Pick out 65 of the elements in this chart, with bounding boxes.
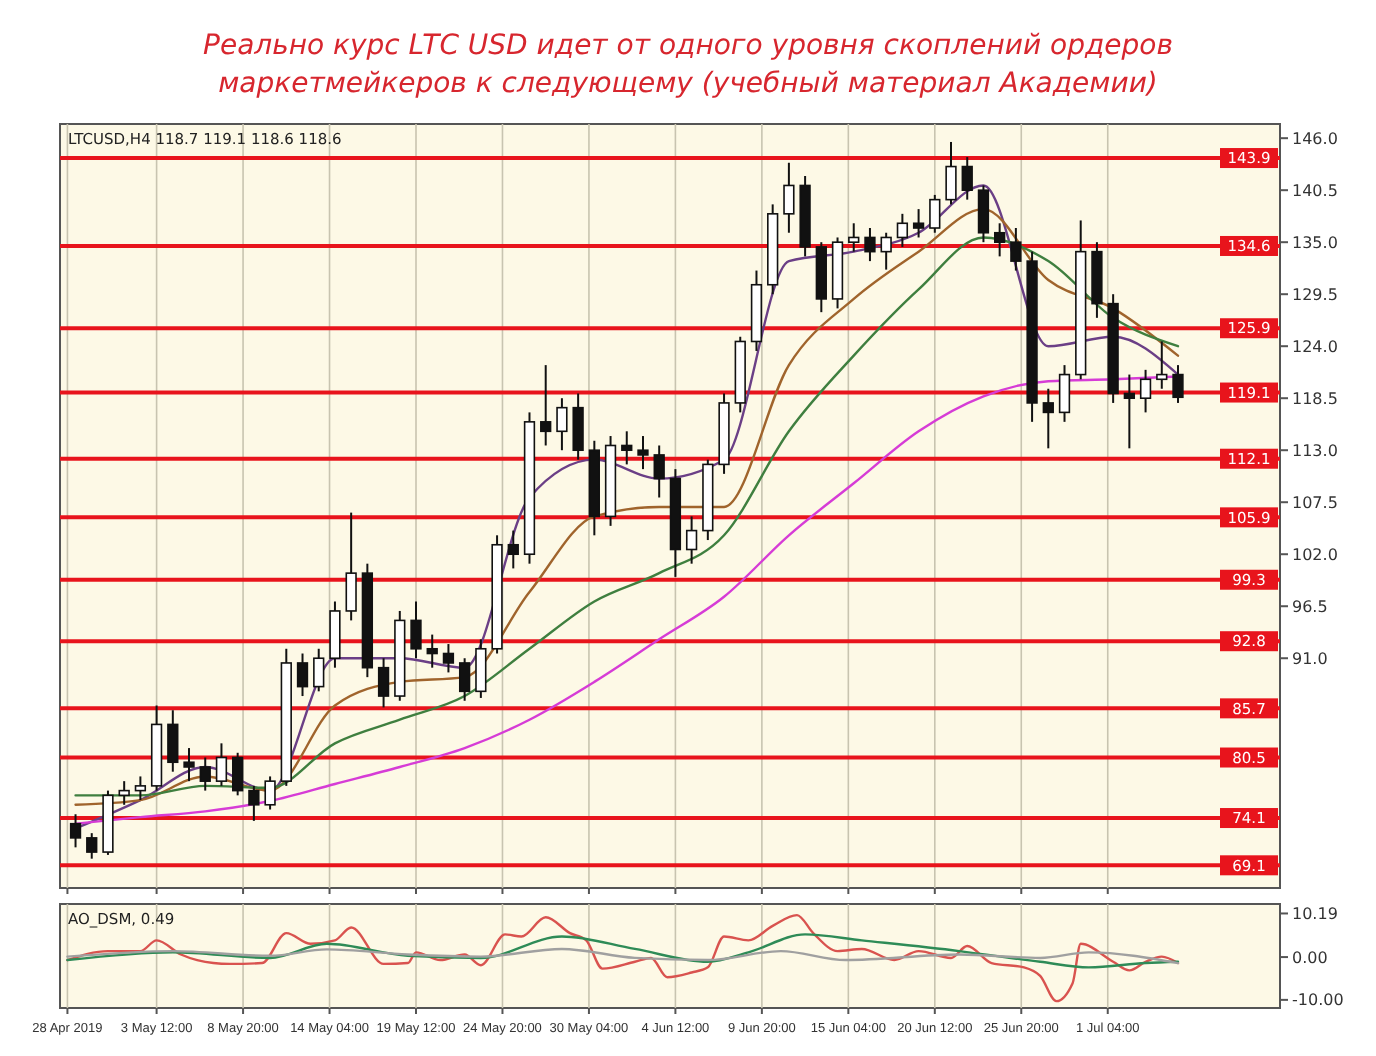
candlestick	[1172, 364, 1184, 404]
candlestick	[961, 156, 973, 201]
candlestick	[1139, 368, 1152, 414]
candlestick	[313, 647, 325, 693]
y-tick-label: 118.5	[1292, 389, 1338, 408]
candlestick	[134, 775, 147, 802]
y-tick-label: -10.00	[1292, 991, 1344, 1010]
y-tick-label: 107.5	[1292, 493, 1338, 512]
y-tick-label: 0.00	[1292, 948, 1328, 967]
candlestick	[86, 832, 98, 860]
candlestick	[783, 161, 795, 234]
candlestick	[929, 193, 941, 234]
y-tick-label: 102.0	[1292, 545, 1338, 564]
candlestick	[993, 222, 1006, 258]
candlestick	[345, 511, 357, 622]
candlestick	[864, 227, 876, 263]
y-tick-label: 146.0	[1292, 129, 1338, 148]
candlestick	[685, 515, 698, 565]
candlestick	[540, 364, 552, 447]
y-tick-label: 124.0	[1292, 337, 1338, 356]
candlestick	[215, 742, 228, 787]
candlestick	[1042, 387, 1054, 450]
y-tick-label: 96.5	[1292, 597, 1328, 616]
candlestick	[183, 747, 195, 783]
candlestick	[1010, 227, 1022, 272]
candlestick	[507, 529, 519, 570]
candlestick	[167, 709, 179, 773]
candlestick	[848, 222, 860, 253]
candlestick	[556, 397, 568, 452]
candlestick	[880, 231, 892, 271]
y-tick-label: 113.0	[1292, 441, 1338, 460]
candlestick	[945, 140, 957, 206]
candlestick	[912, 208, 925, 239]
candlestick	[442, 643, 455, 674]
candlestick	[621, 430, 633, 466]
y-tick-label: 129.5	[1292, 285, 1338, 304]
candlestick	[1123, 373, 1136, 450]
candlestick	[426, 633, 438, 669]
candlestick	[69, 813, 82, 849]
candlestick	[977, 184, 990, 244]
candlestick	[1058, 364, 1071, 423]
line-series	[66, 947, 1180, 965]
candlestick	[475, 638, 487, 699]
y-tick-label: 91.0	[1292, 649, 1328, 668]
candlestick	[248, 784, 260, 822]
candlestick	[329, 600, 341, 669]
candlestick	[296, 652, 309, 698]
candlestick	[572, 392, 584, 461]
candlestick	[653, 444, 665, 499]
candlestick	[410, 600, 422, 660]
candlestick	[458, 657, 471, 702]
y-tick-label: 140.5	[1292, 181, 1338, 200]
chart-title: Реально курс LTC USD идет от одного уровня скоплений ордеров маркетмейкеров к следующему (учебный материал Академии)	[201, 28, 1175, 104]
candlestick	[199, 756, 211, 792]
candlestick	[896, 212, 909, 248]
candlestick	[377, 657, 390, 709]
candlestick	[264, 775, 276, 811]
line-series	[66, 913, 1180, 1003]
line-series	[66, 933, 1180, 969]
y-tick-label: 10.19	[1292, 905, 1338, 924]
candlestick	[118, 780, 130, 806]
candlestick	[637, 435, 649, 471]
candlestick	[1156, 340, 1168, 390]
y-tick-label: 135.0	[1292, 233, 1338, 252]
candlestick	[232, 751, 244, 797]
